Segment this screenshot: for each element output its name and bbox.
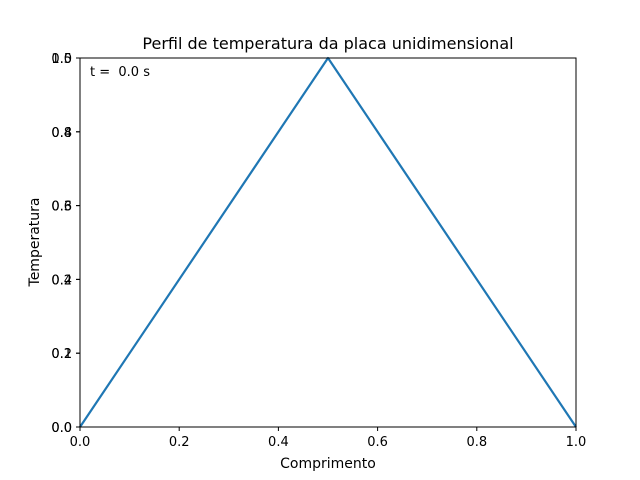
y-overlay-tick-label: 0.3 [51, 200, 72, 215]
x-tick-label: 0.6 [367, 435, 388, 450]
y-tick-label: 0.8 [51, 126, 72, 141]
x-tick-label: 0.0 [70, 435, 91, 450]
y-tick-label: 1.0 [51, 52, 72, 67]
y-tick-label: 0.2 [51, 347, 72, 362]
plot-area: 0.0 0.2 0.4 0.6 0.8 1.00.00.20.40.60.81.00.00… [51, 52, 586, 450]
y-axis-label: Temperatura [27, 198, 43, 288]
axes-frame [79, 57, 577, 428]
y-tick-label: 0.0 [51, 421, 72, 436]
x-tick-label: 0.4 [268, 435, 289, 450]
chart-title: Perfil de temperatura da placa unidimens… [142, 34, 513, 53]
x-tick-label: 1.0 [566, 435, 587, 450]
time-annotation: t = 0.0 s [90, 65, 150, 80]
y-overlay-tick-label: 0.1 [51, 347, 72, 362]
y-overlay-tick-label: 0.2 [51, 273, 72, 288]
x-axis-label: Comprimento [280, 456, 376, 472]
y-overlay-tick-label: 0.4 [51, 126, 72, 141]
y-tick-label: 0.6 [51, 200, 72, 215]
y-tick-label: 0.4 [51, 273, 72, 288]
x-tick-label: 0.2 [169, 435, 190, 450]
y-overlay-tick-label: 0.0 [51, 421, 72, 436]
y-overlay-tick-label: 0.5 [51, 52, 72, 67]
x-tick-label: 0.8 [466, 435, 487, 450]
